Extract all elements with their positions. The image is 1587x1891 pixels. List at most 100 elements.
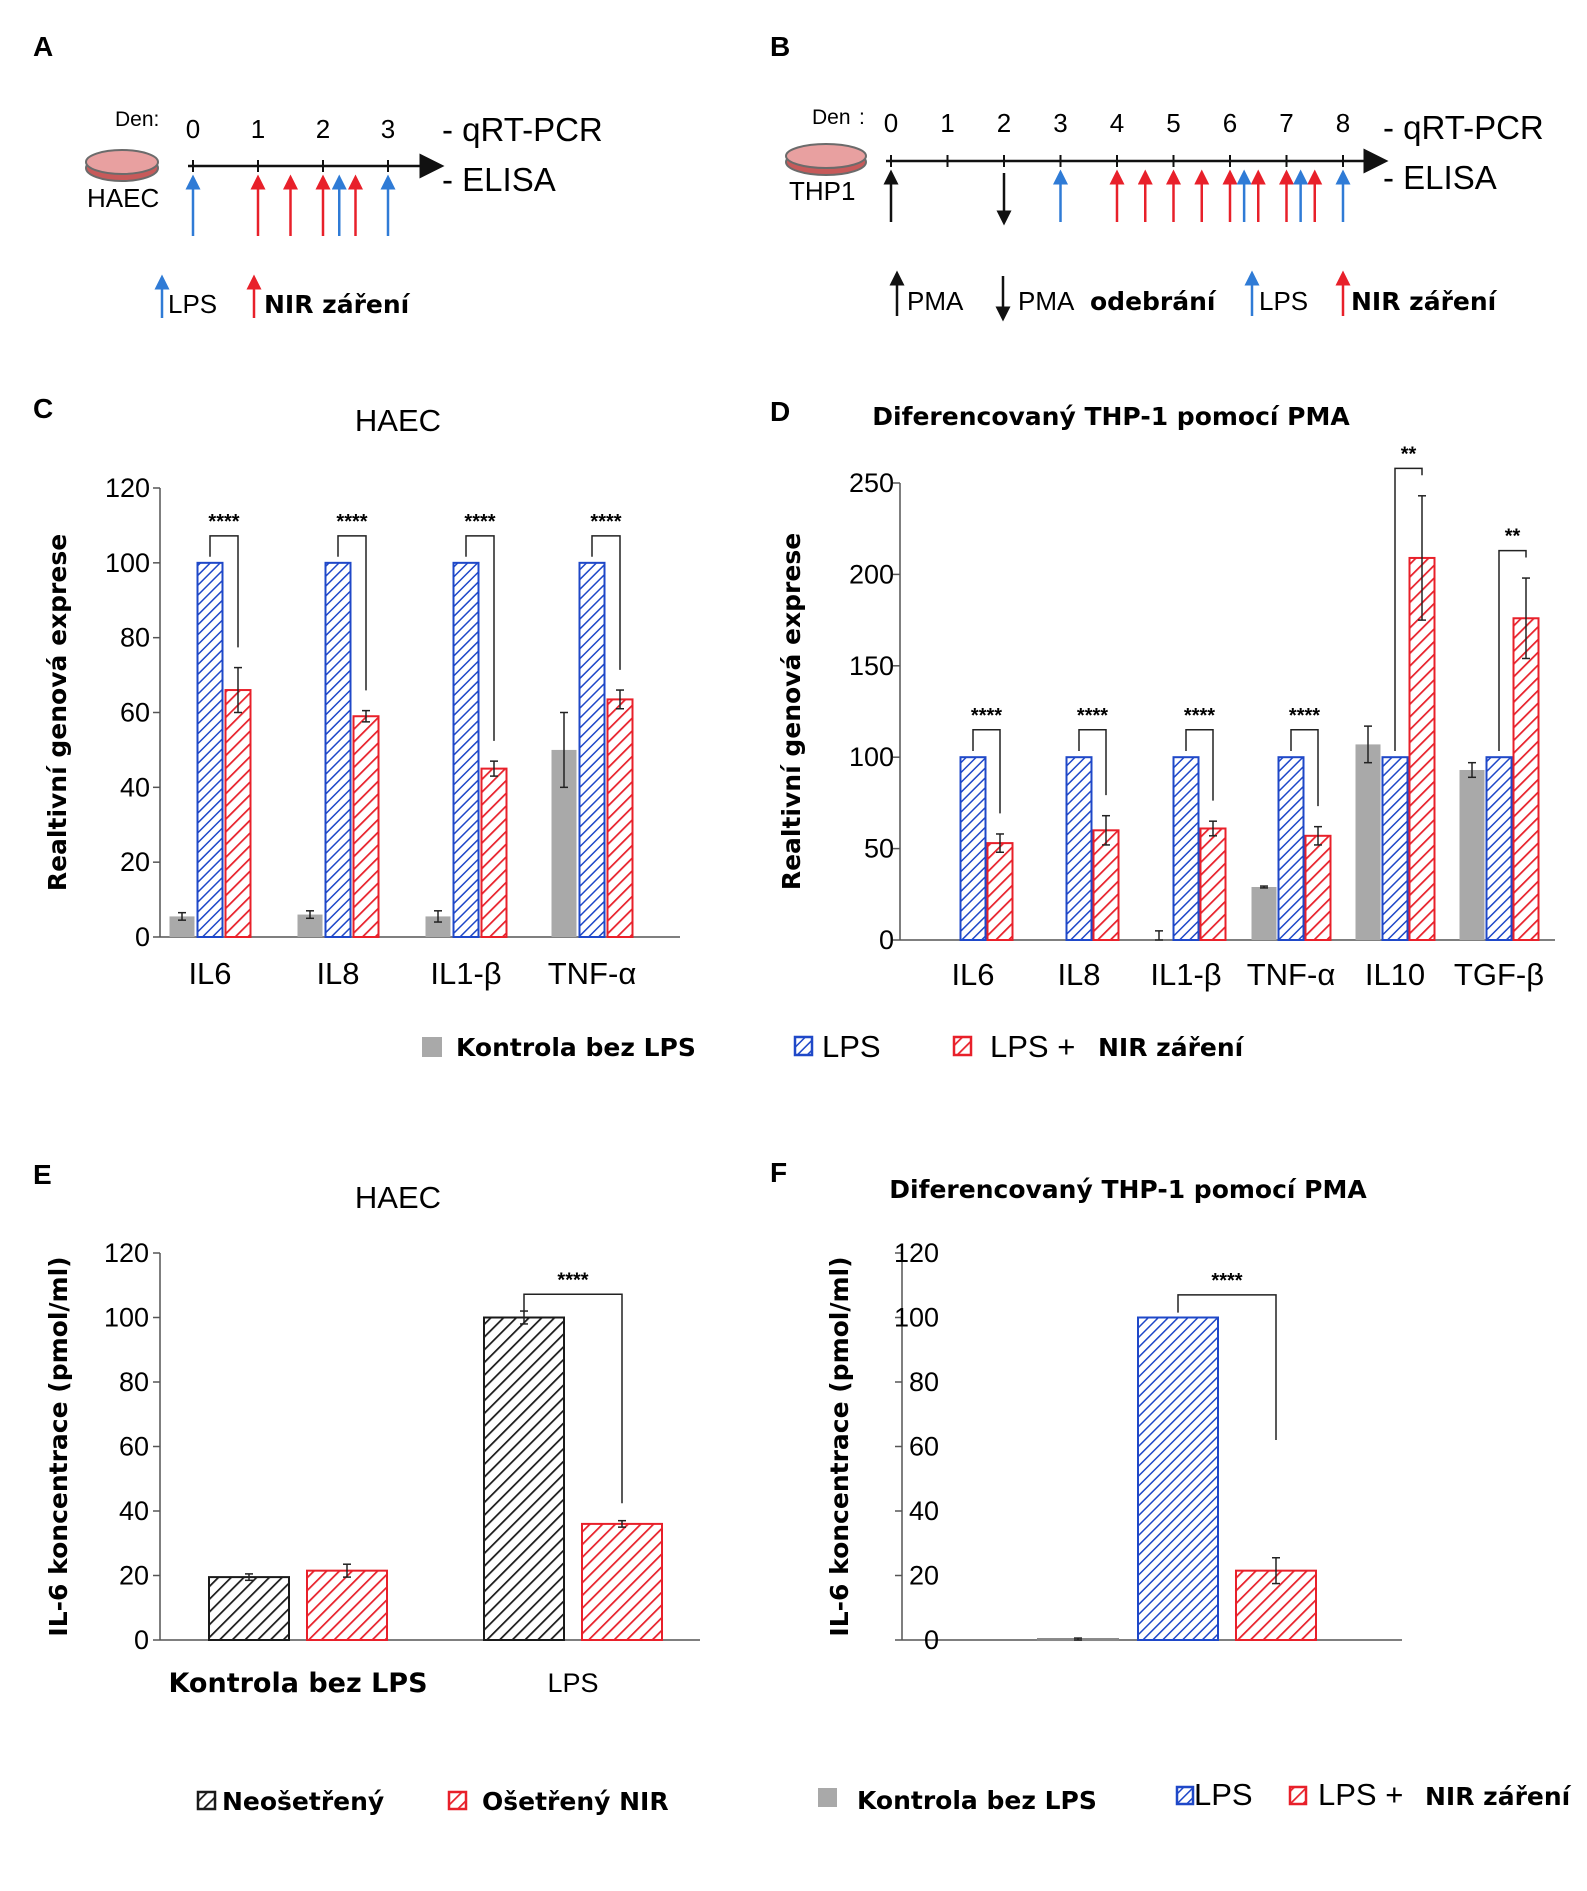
significance-label: **** [1184,705,1215,727]
bar-red [1092,829,1120,942]
legend-e: Neošetřený Ošetřený NIR [196,1787,669,1816]
bar-blue [1137,1316,1219,1641]
legend-label-lps: LPS [822,1029,881,1064]
y-tick-label: 60 [119,1432,149,1462]
bar-blue [1485,756,1513,942]
bar-red [1199,827,1227,942]
bar-red [986,842,1014,942]
bar-blue [1172,756,1200,942]
legend-pma-removal-bold: odebrání [1090,287,1217,316]
chart-f: F Diferencovaný THP-1 pomocí PMA IL-6 konc… [770,1157,1402,1655]
significance-label: **** [208,511,239,533]
bar-blue [1065,756,1093,942]
significance-label: **** [464,511,495,533]
day-label-2: 2 [316,114,330,144]
legend-label-control: Kontrola bez LPS [857,1786,1097,1815]
chart-title: HAEC [355,403,441,438]
panel-b: B Den : THP1 0 1 2 3 4 5 6 7 8 - qRT-PCR - ELISA… [770,31,1544,322]
cell-label-thp1: THP1 [789,176,855,206]
x-tick-label: Kontrola bez LPS [168,1668,427,1699]
y-tick-label: 0 [135,922,150,952]
chart-title: Diferencovaný THP-1 pomocí PMA [872,402,1350,431]
significance-label: **** [336,511,367,533]
y-tick-label: 50 [864,834,894,864]
x-tick-label: IL6 [951,957,994,992]
legend-label-untreated: Neošetřený [222,1787,384,1816]
panel-letter: F [770,1157,787,1188]
y-tick-label: 100 [849,742,894,772]
significance-bracket [1290,729,1319,807]
day-label-7: 7 [1279,108,1293,138]
legend-label-lps-nir-prefix: LPS + [990,1029,1075,1064]
y-tick-label: 120 [105,473,150,503]
legend-swatch-control [422,1037,442,1057]
day-label-4: 4 [1110,108,1124,138]
significance-bracket [591,535,621,670]
legend-label-lps-nir-bold: NIR záření [1098,1033,1245,1062]
bar-black [208,1576,290,1642]
significance-label: **** [1077,705,1108,727]
y-tick-label: 200 [849,559,894,589]
day-label-1: 1 [940,108,954,138]
day-label-0: 0 [186,114,200,144]
panel-letter-b: B [770,31,790,62]
day-label-3: 3 [1053,108,1067,138]
x-tick-label: TNF-α [548,956,637,991]
cell-label-haec: HAEC [87,183,159,213]
y-axis-label: Realtivní genová exprese [43,534,72,891]
bar-gray [297,914,323,937]
bar-red [1304,834,1332,942]
readout-elisa: - ELISA [1383,159,1497,196]
legend-label-treated: Ošetřený NIR [482,1787,669,1816]
den-colon: : [859,106,865,129]
bar-blue [1277,756,1305,942]
bar-black [483,1316,565,1641]
y-tick-label: 40 [909,1496,939,1526]
x-tick-label: TGF-β [1454,957,1544,992]
y-axis-label: Realtivní genová exprese [777,533,806,890]
petri-dish-icon [785,143,867,176]
chart-d: D Diferencovaný THP-1 pomocí PMA Realtivní… [770,396,1555,992]
y-tick-label: 60 [909,1432,939,1462]
legend-lps-label: LPS [1259,286,1308,316]
y-tick-label: 120 [894,1238,939,1268]
x-tick-label: IL1-β [1150,957,1221,992]
legend-swatch-lps-nir [1288,1785,1308,1806]
x-tick-label: IL8 [316,956,359,991]
legend-swatch-untreated [196,1790,217,1811]
x-tick-label: LPS [547,1668,598,1698]
significance-label: **** [557,1269,588,1291]
legend-lps-label: LPS [168,289,217,319]
y-tick-label: 0 [879,925,894,955]
legend-label-lps: LPS [1194,1777,1253,1812]
y-tick-label: 60 [120,698,150,728]
bar-gray [425,916,451,937]
significance-label: **** [1211,1270,1242,1292]
den-label: Den [812,106,851,129]
y-tick-label: 80 [120,623,150,653]
y-tick-label: 250 [849,468,894,498]
panel-a: A Den: HAEC 0 1 2 3 - qRT-PCR - ELISA LPS N… [33,31,603,319]
legend-swatch-lps-nir [952,1035,973,1057]
y-tick-label: 100 [104,1303,149,1333]
readout-elisa: - ELISA [442,161,556,198]
chart-title: Diferencovaný THP-1 pomocí PMA [889,1175,1367,1204]
bar-blue [578,561,606,938]
legend-nir-label: NIR záření [264,290,411,319]
bar-blue [452,561,480,938]
y-tick-label: 150 [849,651,894,681]
x-tick-label: IL10 [1365,957,1425,992]
legend-swatch-lps [793,1035,814,1057]
readout-qrtpcr: - qRT-PCR [442,111,603,148]
bar-gray [169,916,195,937]
chart-e: E HAEC IL-6 koncentrace (pmol/ml) 0 20 40 60 80… [33,1159,700,1699]
significance-bracket [972,729,1001,814]
y-tick-label: 0 [924,1625,939,1655]
bar-blue [324,561,352,938]
y-axis-label: IL-6 koncentrace (pmol/ml) [825,1256,854,1636]
y-tick-label: 100 [105,548,150,578]
readout-qrtpcr: - qRT-PCR [1383,109,1544,146]
y-tick-label: 40 [119,1496,149,1526]
day-label-8: 8 [1336,108,1350,138]
